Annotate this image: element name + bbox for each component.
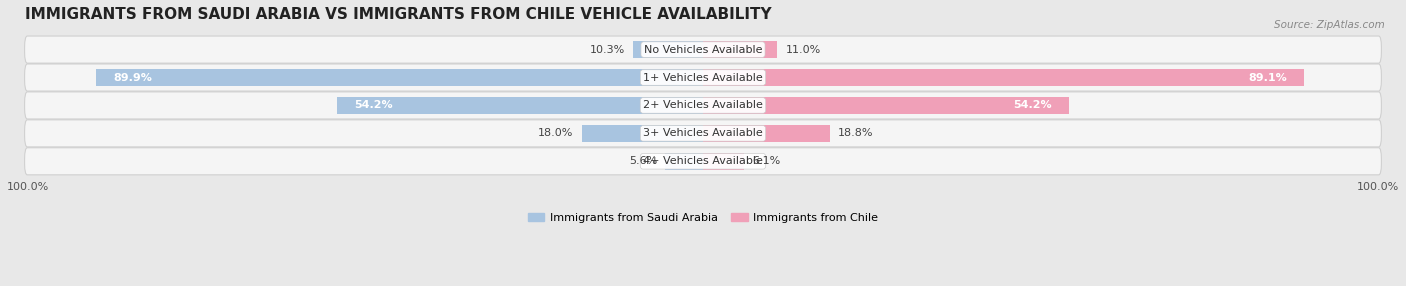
Text: 2+ Vehicles Available: 2+ Vehicles Available [643, 100, 763, 110]
Bar [703, 97, 1069, 114]
FancyBboxPatch shape [24, 120, 1382, 147]
Text: 18.0%: 18.0% [538, 128, 574, 138]
Bar [634, 41, 703, 58]
Bar [337, 97, 703, 114]
Text: 5.6%: 5.6% [628, 156, 657, 166]
FancyBboxPatch shape [24, 64, 1382, 91]
Text: 4+ Vehicles Available: 4+ Vehicles Available [643, 156, 763, 166]
Text: 11.0%: 11.0% [786, 45, 821, 55]
Bar [703, 69, 1305, 86]
Text: 3+ Vehicles Available: 3+ Vehicles Available [643, 128, 763, 138]
Legend: Immigrants from Saudi Arabia, Immigrants from Chile: Immigrants from Saudi Arabia, Immigrants… [523, 209, 883, 228]
Bar [96, 69, 703, 86]
Text: 54.2%: 54.2% [1014, 100, 1052, 110]
Text: 10.3%: 10.3% [591, 45, 626, 55]
FancyBboxPatch shape [24, 36, 1382, 63]
Text: IMMIGRANTS FROM SAUDI ARABIA VS IMMIGRANTS FROM CHILE VEHICLE AVAILABILITY: IMMIGRANTS FROM SAUDI ARABIA VS IMMIGRAN… [25, 7, 772, 22]
Text: 1+ Vehicles Available: 1+ Vehicles Available [643, 73, 763, 83]
Text: 54.2%: 54.2% [354, 100, 392, 110]
Bar [665, 153, 703, 170]
Text: 89.1%: 89.1% [1249, 73, 1288, 83]
Text: 18.8%: 18.8% [838, 128, 873, 138]
Bar [703, 125, 830, 142]
FancyBboxPatch shape [24, 148, 1382, 175]
Text: 6.1%: 6.1% [752, 156, 780, 166]
Bar [703, 153, 744, 170]
Bar [582, 125, 703, 142]
Text: No Vehicles Available: No Vehicles Available [644, 45, 762, 55]
FancyBboxPatch shape [24, 92, 1382, 119]
Text: Source: ZipAtlas.com: Source: ZipAtlas.com [1274, 20, 1385, 30]
Bar [703, 41, 778, 58]
Text: 89.9%: 89.9% [112, 73, 152, 83]
